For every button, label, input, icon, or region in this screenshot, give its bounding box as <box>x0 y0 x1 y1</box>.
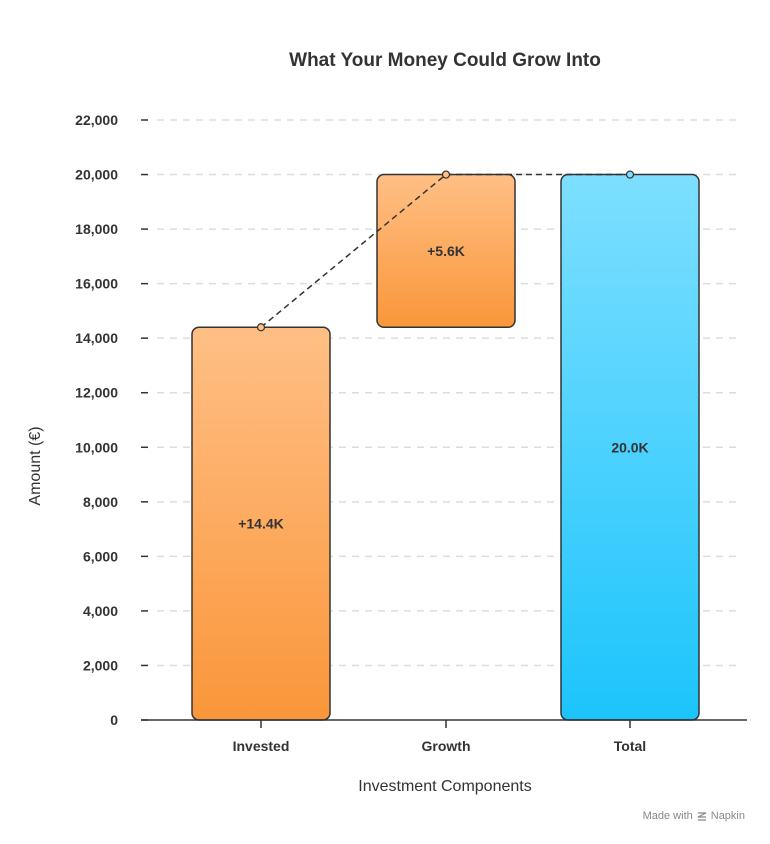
chart-title: What Your Money Could Grow Into <box>289 50 601 71</box>
x-tick-label-growth: Growth <box>422 738 471 754</box>
y-tick-label: 0 <box>110 712 118 728</box>
made-with-text: Made with <box>642 810 693 822</box>
y-tick-label: 18,000 <box>75 221 118 237</box>
y-tick-label: 22,000 <box>75 112 118 128</box>
footer-attribution: Made with Napkin <box>643 810 745 822</box>
x-axis-label: Investment Components <box>358 778 531 795</box>
y-tick-label: 10,000 <box>75 439 118 455</box>
data-labels: +14.4K +5.6K 20.0K <box>238 243 648 532</box>
y-tick-label: 8,000 <box>83 494 118 510</box>
x-tick-label-total: Total <box>614 738 646 754</box>
y-tick-label: 16,000 <box>75 276 118 292</box>
connector-point <box>625 170 635 179</box>
y-tick-label: 20,000 <box>75 167 118 183</box>
x-axis-categories: Invested Growth Total <box>233 720 646 754</box>
y-tick-label: 12,000 <box>75 385 118 401</box>
bars <box>191 173 700 721</box>
connectors <box>256 170 635 332</box>
y-axis-ticks: 0 2,000 4,000 6,000 8,000 10,000 12,000 14,000 1… <box>75 112 148 728</box>
y-tick-label: 2,000 <box>83 657 118 673</box>
data-label-growth: +5.6K <box>427 243 465 259</box>
napkin-logo-icon <box>697 812 707 821</box>
y-tick-label: 4,000 <box>83 603 118 619</box>
napkin-brand-text: Napkin <box>710 810 745 822</box>
y-tick-label: 6,000 <box>83 548 118 564</box>
y-tick-label: 14,000 <box>75 330 118 346</box>
data-label-invested: +14.4K <box>238 516 284 532</box>
connector-point <box>256 323 266 332</box>
data-label-total: 20.0K <box>611 439 648 455</box>
y-axis-label: Amount (€) <box>27 426 44 505</box>
x-tick-label-invested: Invested <box>233 738 290 754</box>
connector-point <box>441 170 451 179</box>
